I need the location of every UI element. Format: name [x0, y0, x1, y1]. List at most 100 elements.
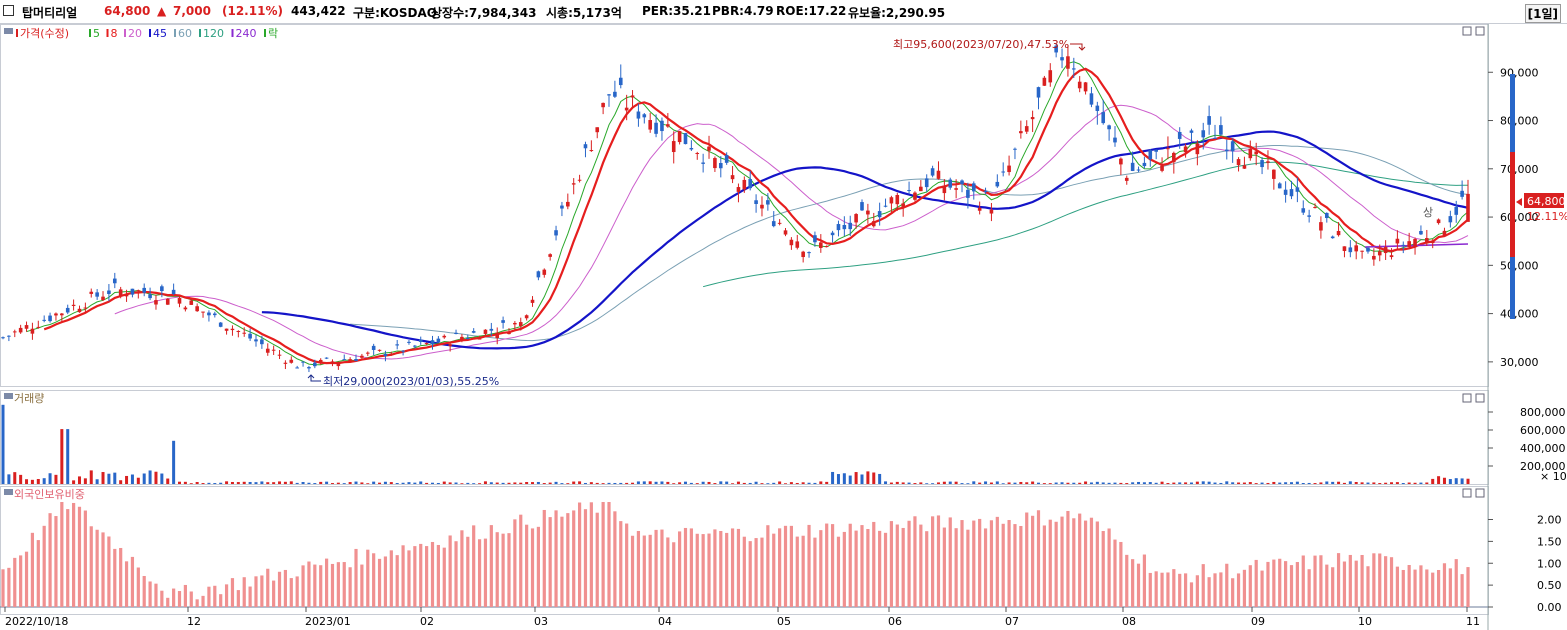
candle-body — [1266, 161, 1270, 163]
legend-item-5[interactable]: 60 — [178, 27, 192, 40]
legend-item-2[interactable]: 8 — [111, 27, 118, 40]
volume-bar — [413, 482, 417, 484]
candle-body — [436, 338, 441, 343]
legend-item-1[interactable]: 5 — [93, 27, 100, 40]
legend-item-7[interactable]: 240 — [236, 27, 257, 40]
foreign-ratio-bar — [1154, 571, 1158, 607]
foreign-tick-label: 1.50 — [1537, 535, 1562, 548]
foreign-axis: 2.00 1.50 1.00 0.50 0.00 — [1488, 514, 1562, 614]
legend-item-8[interactable]: 락 — [268, 27, 278, 40]
candle-body — [95, 292, 99, 297]
volume-bar — [1325, 481, 1329, 484]
volume-bar — [1337, 481, 1341, 484]
foreign-ratio-bar — [489, 525, 493, 607]
foreign-ratio-bar — [736, 528, 741, 607]
foreign-ratio-bar — [1278, 558, 1282, 607]
candle-body — [1425, 238, 1429, 244]
candle-body — [195, 306, 199, 312]
candle-body — [601, 102, 605, 108]
candle-body — [1413, 239, 1417, 247]
volume-bar — [1007, 482, 1011, 484]
foreign-ratio-bar — [772, 533, 776, 607]
candle-body — [142, 287, 147, 293]
candle-body — [1172, 152, 1176, 163]
foreign-ratio-bar — [266, 568, 270, 607]
price-panel-menu-icon[interactable] — [4, 28, 13, 34]
foreign-ratio-bar — [695, 533, 699, 607]
foreign-ratio-bar — [1183, 573, 1188, 607]
current-price-tag-label: 64,800 — [1527, 195, 1566, 208]
candle-body — [954, 188, 958, 190]
candle-body — [536, 271, 541, 278]
volume-bar — [13, 472, 17, 484]
volume-bar — [907, 482, 911, 484]
volume-bar — [531, 482, 535, 484]
volume-bar — [1131, 482, 1135, 484]
candle-body — [924, 178, 929, 188]
foreign-ratio-bar — [1231, 578, 1235, 607]
candle-body — [224, 328, 229, 331]
price-tick-label: 70,000 — [1500, 163, 1539, 176]
legend-item-4[interactable]: 45 — [153, 27, 167, 40]
volume-bar — [1466, 478, 1470, 484]
select-checkbox[interactable] — [3, 5, 14, 16]
candle-body — [313, 362, 317, 367]
candle-body — [354, 359, 358, 362]
foreign-panel-menu-icon[interactable] — [4, 489, 13, 495]
foreign-ratio-bar — [1113, 539, 1117, 607]
foreign-ratio-bar — [307, 561, 311, 607]
foreign-ratio-bar — [330, 563, 335, 607]
stock-name[interactable]: 탑머티리얼 — [22, 6, 78, 20]
ma120-line — [702, 161, 1469, 288]
volume-bar — [1289, 482, 1293, 484]
price-panel-window-icons[interactable] — [1462, 26, 1485, 498]
foreign-ratio-bar — [1172, 569, 1176, 607]
candle-body — [842, 225, 847, 230]
volume-axis: 800,000 600,000 400,000 200,000 — [1488, 406, 1566, 473]
volume-bar — [36, 479, 40, 484]
volume-bar — [48, 473, 52, 484]
foreign-ratio-bar — [942, 527, 946, 607]
candle-body — [677, 131, 682, 143]
volume-panel-menu-icon[interactable] — [4, 393, 13, 399]
foreign-ratio-bar — [525, 524, 529, 607]
foreign-ratio-bar — [1431, 572, 1435, 607]
volume-bars — [1, 404, 1470, 484]
candle-body — [1430, 240, 1435, 244]
foreign-ratio-bar — [1160, 572, 1164, 607]
legend-item-6[interactable]: 120 — [203, 27, 224, 40]
volume-bar — [619, 482, 623, 484]
change-arrow-icon: ▲ — [157, 4, 167, 18]
candle-body — [1148, 150, 1153, 160]
candle-body — [871, 221, 876, 227]
volume-bar — [836, 474, 840, 484]
foreign-ratio-bar — [807, 524, 811, 607]
candle-body — [548, 254, 552, 257]
foreign-tick-label: 2.00 — [1537, 514, 1562, 527]
foreign-ratio-bar — [895, 524, 899, 607]
candle-body — [1183, 146, 1188, 153]
foreign-ratio-bar — [1260, 570, 1264, 607]
volume-bar — [919, 482, 923, 484]
volume-bar — [1231, 482, 1235, 484]
foreign-ratio-bar — [936, 515, 941, 607]
volume-bar — [1407, 482, 1411, 484]
foreign-ratio-bar — [1166, 572, 1170, 607]
foreign-ratio-bar — [925, 531, 929, 607]
candle-body — [1060, 57, 1064, 61]
candle-body — [707, 146, 711, 151]
price-axis: 90,000 80,000 70,000 60,000 50,000 40,000 30,0… — [1488, 66, 1539, 369]
volume-bar — [113, 472, 117, 484]
rights-marker: 상 — [1423, 206, 1433, 219]
volume-bar — [189, 483, 193, 484]
volume-bar — [313, 483, 317, 484]
legend-item-3[interactable]: 20 — [128, 27, 142, 40]
foreign-ratio-bar — [1195, 575, 1199, 607]
period-selector[interactable]: [1일] — [1524, 4, 1561, 23]
legend-item-0[interactable]: 가격(수정) — [20, 27, 69, 40]
candle-body — [1107, 125, 1111, 130]
change-percent: (12.11%) — [222, 4, 283, 18]
candle-body — [107, 290, 111, 294]
volume-bar — [525, 482, 529, 484]
candle-body — [554, 230, 558, 236]
